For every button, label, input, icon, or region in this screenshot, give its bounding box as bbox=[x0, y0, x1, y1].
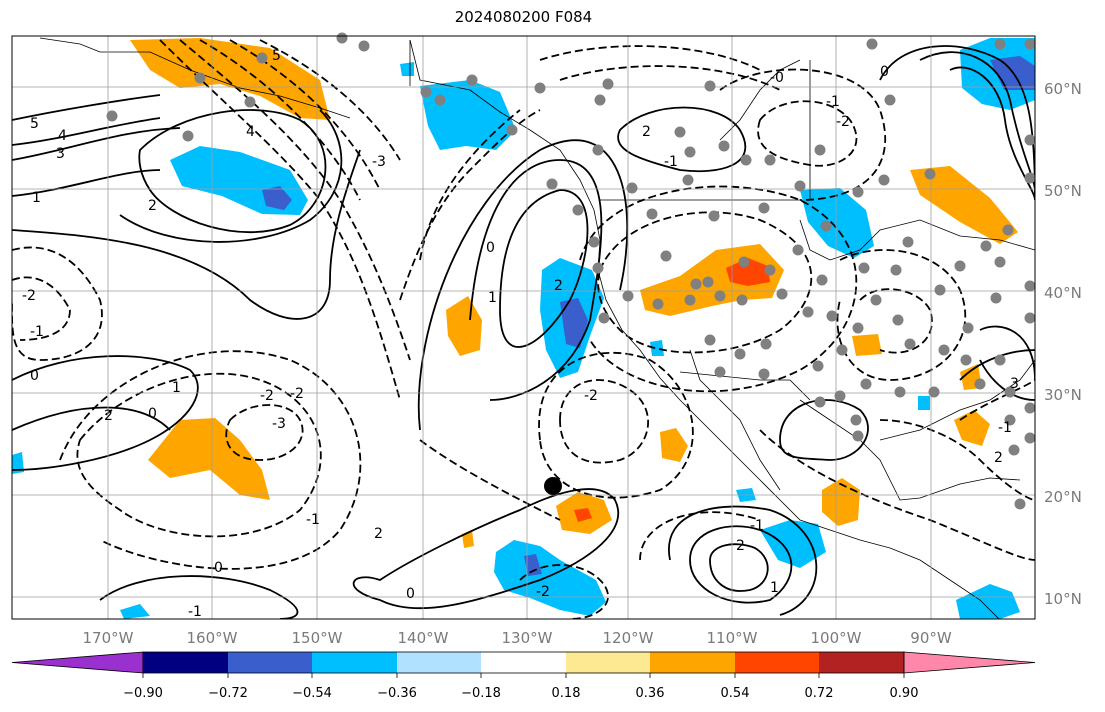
lon-tick-label: 130°W bbox=[502, 629, 553, 647]
contour-label: -3 bbox=[372, 154, 386, 170]
contour-label: 1 bbox=[32, 190, 41, 206]
contour-label: 1 bbox=[172, 380, 181, 396]
map-frame bbox=[11, 35, 1036, 620]
contour-label: 0 bbox=[148, 406, 157, 422]
contour-label: -1 bbox=[998, 420, 1012, 436]
colorbar-tick-label: 0.18 bbox=[552, 686, 581, 701]
lon-tick-label: 110°W bbox=[707, 629, 758, 647]
colorbar-tick-label: 0.54 bbox=[721, 686, 750, 701]
contour-label: -2 bbox=[584, 388, 598, 404]
colorbar-segment bbox=[650, 652, 735, 673]
colorbar-tick-label: 0.36 bbox=[636, 686, 665, 701]
contour-label: -2 bbox=[260, 388, 274, 404]
contour-label: 3 bbox=[1010, 376, 1019, 392]
gridlines bbox=[12, 36, 1035, 619]
contour-label: 2 bbox=[374, 526, 383, 542]
contour-label: -1 bbox=[30, 324, 44, 340]
colorbar-segment bbox=[143, 652, 228, 673]
colorbar-segment bbox=[397, 652, 481, 673]
contour-label: 0 bbox=[406, 586, 415, 602]
contour-labels: 5 4 3 1 2 0 -1 -2 -3 1 2 0 -1 -2 0 1 2 -… bbox=[22, 48, 1019, 620]
map-title: 2024080200 F084 bbox=[454, 8, 593, 26]
lon-tick-label: 120°W bbox=[603, 629, 654, 647]
contour-label: -3 bbox=[272, 416, 286, 432]
contour-label: -1 bbox=[188, 604, 202, 620]
dashed-contours bbox=[12, 39, 1035, 619]
colorbar-tick-label: −0.72 bbox=[208, 686, 248, 701]
solid-contours bbox=[12, 45, 1035, 619]
colorbar-extend-max bbox=[903, 651, 1036, 674]
lat-tick-label: 40°N bbox=[1044, 284, 1082, 302]
lat-tick-label: 50°N bbox=[1044, 182, 1082, 200]
contour-label: 0 bbox=[486, 240, 495, 256]
lon-tick-label: 140°W bbox=[398, 629, 449, 647]
lon-tick-label: 100°W bbox=[811, 629, 862, 647]
colorbar-segment bbox=[819, 652, 904, 673]
colorbar-tick-label: −0.90 bbox=[123, 686, 163, 701]
colorbar-segment bbox=[312, 652, 397, 673]
contour-label: 2 bbox=[104, 408, 113, 424]
lon-tick-labels: 170°W 160°W 150°W 140°W 130°W 120°W 110°… bbox=[83, 629, 952, 647]
colorbar-extend-min bbox=[11, 651, 144, 674]
colorbar-tick-label: −0.18 bbox=[461, 686, 501, 701]
colorbar-tick-label: 0.72 bbox=[805, 686, 834, 701]
colorbar bbox=[11, 651, 1036, 678]
contour-label: 4 bbox=[246, 124, 255, 140]
coastlines bbox=[39, 37, 1035, 619]
colorbar-segment bbox=[566, 652, 650, 673]
contour-label: 5 bbox=[272, 48, 281, 64]
contour-label: 0 bbox=[214, 560, 223, 576]
lat-tick-label: 60°N bbox=[1044, 80, 1082, 98]
lon-tick-label: 150°W bbox=[292, 629, 343, 647]
contour-label: -1 bbox=[306, 512, 320, 528]
contour-label: 1 bbox=[488, 290, 497, 306]
contour-label: 4 bbox=[58, 128, 67, 144]
lon-tick-label: 160°W bbox=[187, 629, 238, 647]
colorbar-tick-labels: −0.90 −0.72 −0.54 −0.36 −0.18 0.18 0.36 … bbox=[123, 686, 918, 701]
contour-label: 3 bbox=[56, 146, 65, 162]
contour-label: 1 bbox=[770, 580, 779, 596]
colorbar-segment bbox=[228, 652, 312, 673]
storm-marker bbox=[544, 477, 562, 495]
contour-label: 2 bbox=[148, 198, 157, 214]
contour-label: 2 bbox=[994, 450, 1003, 466]
contour-label: -1 bbox=[664, 154, 678, 170]
lat-tick-label: 20°N bbox=[1044, 488, 1082, 506]
contour-label: -2 bbox=[836, 114, 850, 130]
lon-tick-label: 170°W bbox=[83, 629, 134, 647]
lon-tick-label: 90°W bbox=[910, 629, 952, 647]
contour-label: 2 bbox=[554, 278, 563, 294]
contour-label: -0 bbox=[770, 70, 784, 86]
colorbar-tick-label: −0.54 bbox=[292, 686, 332, 701]
colorbar-tick-label: −0.36 bbox=[377, 686, 417, 701]
colorbar-segment bbox=[481, 652, 566, 673]
contour-label: -2 bbox=[536, 584, 550, 600]
colorbar-frame bbox=[142, 651, 905, 674]
contour-label: -2 bbox=[290, 386, 304, 402]
colorbar-tick-label: 0.90 bbox=[890, 686, 919, 701]
contour-label: 5 bbox=[30, 116, 39, 132]
contour-label: -1 bbox=[826, 94, 840, 110]
contour-label: -2 bbox=[22, 288, 36, 304]
colorbar-segment bbox=[735, 652, 819, 673]
lat-tick-labels: 60°N 50°N 40°N 30°N 20°N 10°N bbox=[1044, 80, 1082, 608]
station-dots bbox=[106, 32, 1036, 510]
lat-tick-label: 10°N bbox=[1044, 590, 1082, 608]
contour-label: 2 bbox=[642, 124, 651, 140]
contour-label: -1 bbox=[750, 518, 764, 534]
contour-label: 0 bbox=[30, 368, 39, 384]
lat-tick-label: 30°N bbox=[1044, 386, 1082, 404]
contour-label: 0 bbox=[880, 64, 889, 80]
contour-label: 2 bbox=[736, 538, 745, 554]
shaded-anomaly-fields bbox=[12, 38, 1035, 619]
